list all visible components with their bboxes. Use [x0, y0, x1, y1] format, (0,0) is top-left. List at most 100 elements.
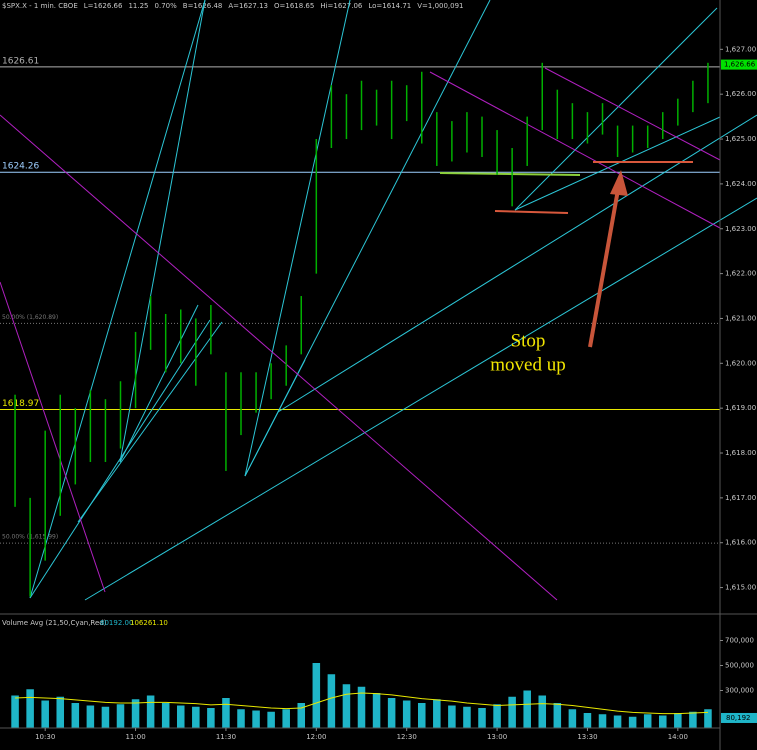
volume-readout: 106261.10	[130, 619, 168, 627]
trend-line	[77, 321, 223, 523]
volume-tick-label: 500,000	[725, 662, 754, 670]
volume-bar	[387, 698, 396, 728]
volume-bar	[357, 686, 366, 728]
y-tick-label: 1,625.00	[725, 135, 756, 143]
y-tick-label: 1,621.00	[725, 314, 756, 322]
volume-bar	[161, 703, 170, 728]
level-label: 1618.97	[2, 399, 39, 409]
volume-bar	[538, 695, 547, 728]
volume-bar	[628, 716, 637, 728]
volume-bar	[297, 703, 306, 728]
volume-bar	[101, 706, 110, 728]
volume-bar	[131, 699, 140, 728]
volume-tick-label: 700,000	[725, 637, 754, 645]
stop-line	[494, 210, 569, 214]
volume-bar	[508, 696, 516, 728]
annotation: moved up	[490, 354, 565, 375]
trend-line	[29, 0, 206, 599]
header-field: V=1,000,091	[417, 2, 463, 10]
level-label: 50.00% (1,620.89)	[2, 314, 58, 321]
volume-bar	[192, 706, 200, 728]
volume-bar	[56, 696, 65, 728]
volume-bar	[643, 714, 652, 728]
volume-panel: Volume Avg (21,50,Cyan,Red)80192.0010626…	[2, 619, 712, 728]
trend-line	[277, 114, 757, 413]
x-tick-label: 13:00	[487, 733, 507, 741]
y-tick-label: 1,622.00	[725, 270, 756, 278]
volume-tick-label: 300,000	[725, 687, 754, 695]
y-tick-label: 1,627.00	[725, 45, 756, 53]
header-field: 11.25	[128, 2, 148, 10]
volume-bar	[613, 715, 622, 728]
volume-bar	[372, 693, 381, 728]
volume-readout: 80192.00	[100, 619, 133, 627]
channel-line	[429, 71, 721, 229]
volume-bar	[237, 709, 245, 728]
channel-line	[0, 114, 558, 601]
volume-bar	[583, 713, 592, 728]
volume-bar	[568, 709, 577, 728]
y-tick-label: 1,623.00	[725, 225, 756, 233]
volume-bar	[598, 714, 607, 728]
volume-bar	[26, 689, 34, 728]
volume-bar	[553, 703, 562, 728]
trend-line	[119, 304, 199, 463]
header-field: $SPX.X - 1 min. CBOE	[2, 2, 78, 10]
volume-bar	[402, 700, 411, 728]
volume-bar	[41, 700, 49, 728]
x-tick-label: 11:30	[216, 733, 236, 741]
header-field: Lo=1614.71	[368, 2, 411, 10]
volume-bar	[433, 699, 441, 728]
x-tick-label: 11:00	[125, 733, 145, 741]
y-tick-label: 1,615.00	[725, 584, 756, 592]
volume-bar	[523, 690, 531, 728]
volume-bar	[312, 663, 321, 728]
volume-bar	[282, 709, 290, 728]
volume-bar	[252, 710, 260, 728]
trend-line	[244, 359, 306, 477]
volume-bar	[417, 703, 426, 728]
trend-line	[119, 0, 206, 463]
level-label: 1626.61	[2, 56, 39, 66]
volume-bar	[658, 715, 667, 728]
y-tick-label: 1,620.00	[725, 359, 756, 367]
volume-bar	[463, 706, 471, 728]
volume-average	[15, 692, 708, 715]
plot	[14, 62, 709, 597]
trend-line	[29, 319, 211, 599]
volume-bar	[116, 704, 125, 728]
trend-line	[514, 7, 718, 211]
arrow-shaft	[588, 183, 621, 348]
volume-bar	[267, 711, 275, 728]
support-line	[439, 172, 581, 176]
volume-bar	[327, 674, 336, 728]
level-label: 1624.26	[2, 162, 39, 172]
y-tick-label: 1,619.00	[725, 404, 756, 412]
volume-bar	[207, 708, 215, 728]
volume-bar	[478, 708, 486, 728]
trend-line	[514, 116, 721, 211]
last-price-tag	[721, 59, 757, 70]
volume-bar	[704, 709, 712, 728]
annotation: Stop	[511, 330, 546, 351]
y-tick-label: 1,616.00	[725, 539, 756, 547]
volume-bar	[146, 695, 155, 728]
volume-bar	[342, 684, 351, 728]
header-field: L=1626.66	[84, 2, 123, 10]
header-field: Hi=1627.06	[320, 2, 363, 10]
last-price-label: 1,626.66	[724, 61, 756, 69]
volume-bar	[689, 711, 697, 728]
y-tick-label: 1,618.00	[725, 449, 756, 457]
volume-bar	[222, 698, 230, 728]
header-field: A=1627.13	[228, 2, 268, 10]
volume-bar	[674, 713, 682, 728]
header-field: 0.70%	[155, 2, 178, 10]
y-tick-label: 1,624.00	[725, 180, 756, 188]
volume-bar	[448, 705, 456, 728]
header: $SPX.X - 1 min. CBOE L=1626.66 11.25 0.70% B…	[2, 2, 464, 10]
volume-bar	[493, 704, 501, 728]
volume-last-label: 80,192	[726, 714, 751, 722]
